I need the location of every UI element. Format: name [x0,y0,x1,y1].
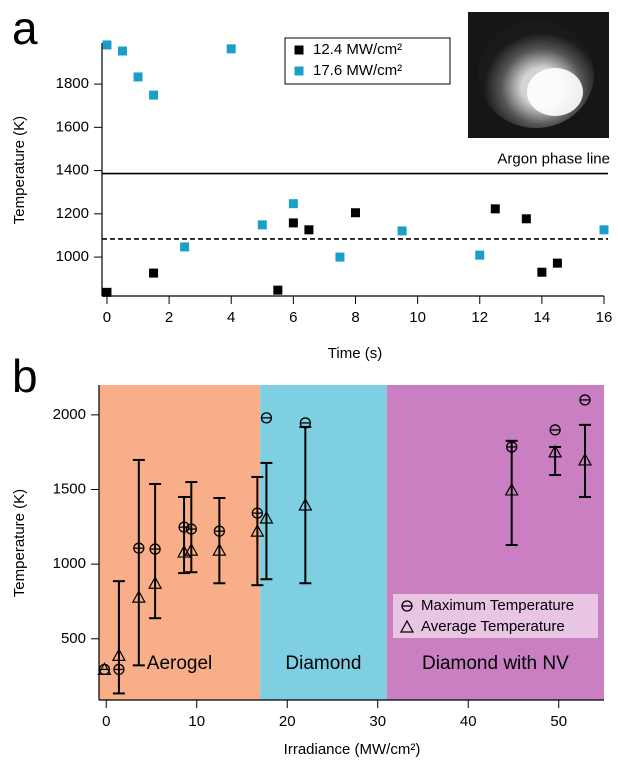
y-tick-label: 1800 [56,75,89,92]
point [111,648,126,661]
point [118,46,128,56]
y-tick-label: 1200 [56,205,89,222]
y-tick-label: 2000 [53,406,86,423]
point [579,394,591,406]
point [212,542,227,556]
x-tick-label: 8 [351,309,359,326]
region [99,385,261,700]
x-tick-label: 4 [227,309,235,326]
point [350,208,360,218]
point [184,542,199,556]
legend-box [284,37,451,85]
y-tick-label: 1600 [56,118,89,135]
region [260,385,387,700]
x-tick-label: 6 [289,309,297,326]
legend-marker [399,619,415,633]
reference-label: Argon phase line [497,151,610,168]
point [549,424,561,436]
point [599,225,609,235]
error-bar [112,580,125,695]
point [180,242,190,252]
legend-marker [294,66,304,76]
point [537,267,547,277]
x-tick-label: 0 [102,713,110,730]
legend-label: 17.6 MW/cm² [313,62,402,79]
y-axis-label: Temperature (K) [11,116,28,224]
point [148,576,163,589]
x-tick-label: 50 [550,713,567,730]
error-bar [505,439,518,547]
legend-label: Maximum Temperature [421,597,574,614]
legend-label: Average Temperature [421,618,565,635]
x-axis-label: Irradiance (MW/cm²) [284,741,421,758]
region-label: Aerogel [147,653,213,674]
point [102,40,112,50]
x-axis-label: Time (s) [328,345,382,362]
x-tick-label: 12 [471,309,488,326]
x-tick-label: 0 [103,309,111,326]
x-tick-label: 10 [188,713,205,730]
error-bar [260,461,273,581]
point [577,452,593,466]
point [97,662,112,675]
region-label: Diamond with NV [422,653,569,674]
point [490,204,500,214]
point [102,287,112,297]
point [304,225,314,235]
point [149,268,159,278]
point [259,510,274,524]
error-bar [132,458,145,667]
legend-marker [294,45,304,55]
point [552,258,562,268]
y-tick-label: 1400 [56,162,89,179]
point [260,412,273,424]
error-bar [213,497,226,585]
x-tick-label: 16 [596,309,613,326]
legend-marker [401,600,413,612]
point [521,214,531,224]
point [288,199,298,209]
error-bar [299,425,312,585]
point [335,252,345,262]
point [149,90,159,100]
x-tick-label: 10 [409,309,426,326]
x-tick-label: 40 [460,713,477,730]
panel-label: b [12,350,38,402]
point [133,72,143,82]
x-tick-label: 2 [165,309,173,326]
x-tick-label: 30 [369,713,386,730]
point [273,285,283,295]
error-bar [251,475,264,587]
point [475,250,485,260]
error-bar [578,423,591,498]
point [504,482,519,496]
y-tick-label: 1500 [53,480,86,497]
error-bar [149,482,162,620]
legend-label: 12.4 MW/cm² [313,41,402,58]
region-label: Diamond [285,653,361,674]
y-tick-label: 1000 [56,248,89,265]
y-axis-label: Temperature (K) [11,489,28,597]
error-bar [185,481,198,574]
point [298,497,313,511]
region [386,385,604,700]
inset-image [468,12,609,138]
point [397,226,407,236]
panel-label: a [12,2,38,54]
point [131,589,146,603]
point [288,218,298,228]
y-tick-label: 1000 [53,555,86,572]
point [257,220,267,230]
x-tick-label: 14 [534,309,551,326]
y-tick-label: 500 [61,630,86,647]
point [250,523,265,537]
point [548,444,563,458]
point [226,44,236,54]
legend-box [393,594,598,638]
x-tick-label: 20 [279,713,296,730]
